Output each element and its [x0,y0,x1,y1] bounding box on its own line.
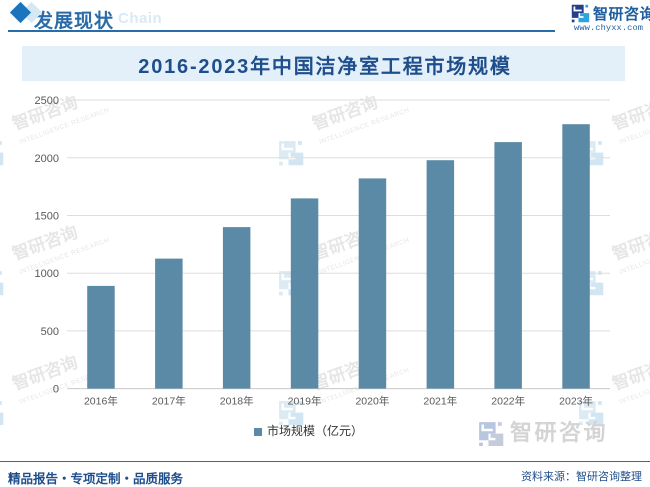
svg-text:500: 500 [41,326,59,338]
svg-text:2500: 2500 [35,95,59,107]
svg-text:2019年: 2019年 [288,395,322,408]
svg-text:1000: 1000 [35,268,59,280]
svg-text:2000: 2000 [35,153,59,165]
svg-text:0: 0 [53,384,59,396]
svg-text:智研咨询: 智研咨询 [510,420,608,445]
svg-text:2017年: 2017年 [152,395,186,408]
svg-text:2022年: 2022年 [491,395,525,408]
svg-text:2018年: 2018年 [220,395,254,408]
svg-text:2016年: 2016年 [84,395,118,408]
svg-text:2023年: 2023年 [559,395,593,408]
svg-text:2020年: 2020年 [355,395,389,408]
svg-text:1500: 1500 [35,211,59,223]
svg-text:2021年: 2021年 [423,395,457,408]
